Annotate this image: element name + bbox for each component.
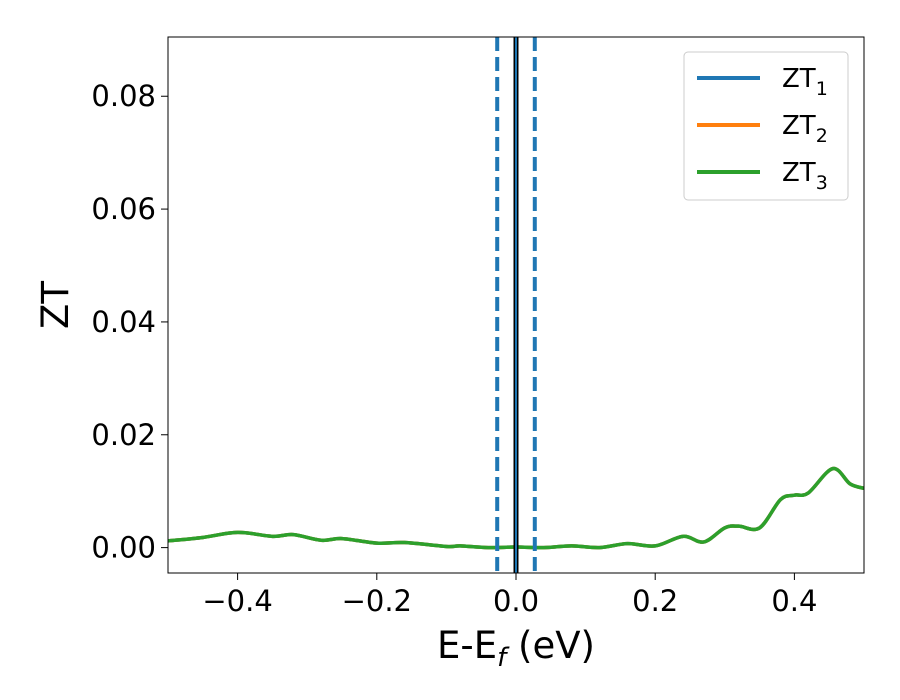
x-tick-label: −0.2 <box>342 584 412 618</box>
series-layer <box>168 466 864 550</box>
y-tick-label: 0.02 <box>91 418 156 452</box>
y-tick-label: 0.04 <box>91 305 156 339</box>
y-tick-label: 0.08 <box>91 79 156 113</box>
y-tick-label: 0.00 <box>91 531 156 565</box>
x-tick-label: 0.4 <box>771 584 817 618</box>
legend: ZT1 ZT2 ZT3 <box>683 51 849 201</box>
y-tick-label: 0.06 <box>91 192 156 226</box>
legend-box <box>683 51 849 201</box>
y-axis-ticks: 0.00 0.02 0.04 0.06 0.08 <box>91 79 168 565</box>
x-tick-label: −0.4 <box>202 584 272 618</box>
x-axis-title: E-Ef (eV) <box>437 624 595 673</box>
x-axis-title-suffix: (eV) <box>506 624 595 667</box>
vertical-lines-layer <box>495 37 537 573</box>
x-axis-ticks: −0.4 −0.2 0.0 0.2 0.4 <box>202 573 817 618</box>
legend-label-zt1: ZT1 <box>782 64 828 100</box>
series-line-zt3 <box>168 466 864 550</box>
legend-label-zt2: ZT2 <box>782 111 828 147</box>
legend-entries: ZT1 ZT2 ZT3 <box>697 64 828 194</box>
x-tick-label: 0.0 <box>493 584 539 618</box>
y-axis-title: ZT <box>34 281 77 329</box>
legend-label-zt3: ZT3 <box>782 158 828 194</box>
x-axis-title-base: E-E <box>437 624 497 667</box>
x-tick-label: 0.2 <box>632 584 678 618</box>
